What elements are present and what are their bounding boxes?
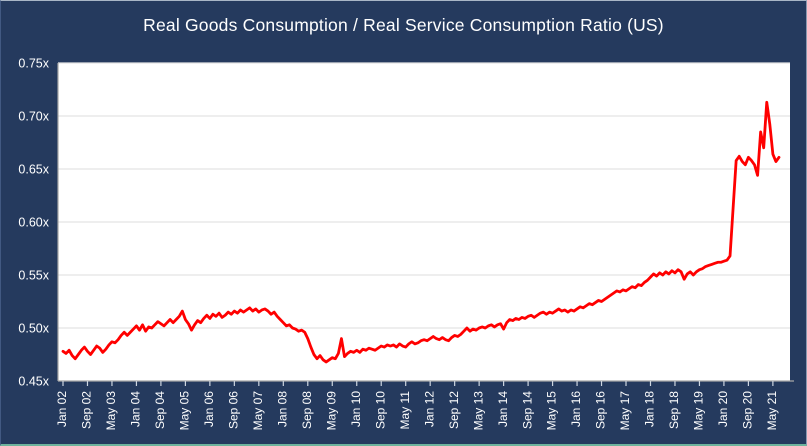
x-axis-label: Sep 14 (520, 391, 534, 429)
chart-title: Real Goods Consumption / Real Service Co… (143, 15, 664, 35)
x-axis-label: May 15 (545, 391, 559, 431)
x-axis-label: May 11 (398, 391, 412, 430)
y-axis-label: 0.75x (18, 57, 49, 71)
x-axis-label: Jan 12 (422, 391, 436, 427)
x-axis-label: Sep 12 (447, 391, 461, 429)
ratio-line-series (61, 100, 781, 364)
y-axis-label: 0.65x (18, 163, 49, 177)
x-axis-label: Sep 20 (741, 391, 755, 429)
x-axis-label: Jan 18 (643, 391, 657, 427)
y-axis-label: 0.45x (18, 375, 49, 389)
x-axis-label: May 19 (692, 391, 706, 431)
x-axis-label: Sep 18 (667, 391, 681, 429)
x-axis-label: Jan 08 (275, 391, 289, 427)
y-axis-label: 0.70x (18, 110, 49, 124)
x-axis-label: Jan 14 (496, 391, 510, 427)
y-axis-label: 0.50x (18, 322, 49, 336)
x-axis-label: May 17 (618, 391, 632, 431)
x-axis-label: Jan 04 (129, 391, 143, 427)
x-axis-label: Sep 08 (300, 391, 314, 429)
x-axis-label: May 13 (471, 391, 485, 431)
x-axis-label: Jan 02 (55, 391, 69, 427)
x-axis-label: Sep 02 (80, 391, 94, 429)
y-axis-label: 0.60x (18, 216, 49, 230)
x-axis-label: Sep 06 (227, 391, 241, 429)
x-axis-label: Jan 20 (716, 391, 730, 427)
x-axis-label: Sep 10 (373, 391, 387, 429)
x-axis-label: May 07 (251, 391, 265, 431)
x-axis-label: May 05 (178, 391, 192, 431)
x-axis-label: May 21 (765, 391, 779, 431)
x-axis-label: May 03 (104, 391, 118, 431)
x-axis-label: Sep 16 (594, 391, 608, 429)
x-axis-label: Jan 06 (202, 391, 216, 427)
x-axis-label: May 09 (324, 391, 338, 431)
x-axis-label: Jan 16 (569, 391, 583, 427)
x-axis-label: Jan 10 (349, 391, 363, 427)
y-axis-label: 0.55x (18, 269, 49, 283)
x-axis-label: Sep 04 (153, 391, 167, 429)
